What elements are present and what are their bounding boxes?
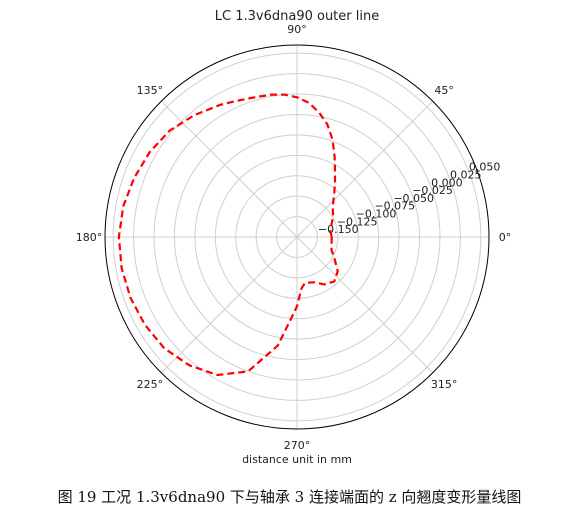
angle-tick-label: 45° bbox=[434, 84, 454, 97]
radial-tick-label: −0.125 bbox=[337, 215, 378, 228]
series-layer bbox=[117, 93, 339, 377]
radial-tick-label: −0.050 bbox=[393, 192, 434, 205]
angular-gridline bbox=[296, 100, 434, 238]
radial-tick-label: 0.050 bbox=[469, 161, 501, 174]
radial-tick-label: −0.100 bbox=[356, 208, 397, 221]
angle-tick-label: 180° bbox=[76, 231, 103, 244]
angular-gridline bbox=[160, 100, 298, 238]
polar-frame bbox=[104, 44, 490, 430]
angle-tick-label: 0° bbox=[499, 231, 512, 244]
angle-tick-label: 315° bbox=[431, 378, 458, 391]
radial-tick-label: −0.025 bbox=[412, 184, 453, 197]
series-line bbox=[117, 93, 339, 377]
angular-gridline bbox=[296, 236, 434, 374]
radial-tick-label: −0.150 bbox=[318, 223, 359, 236]
polar-chart: LC 1.3v6dna90 outer line 0° 45° 90° 135° 180… bbox=[76, 9, 512, 466]
angle-tick-label: 225° bbox=[137, 378, 164, 391]
figure-caption: 图 19 工况 1.3v6dna90 下与轴承 3 连接端面的 z 向翘度变形量… bbox=[57, 488, 522, 506]
angular-gridline bbox=[160, 236, 298, 374]
radial-tick-label: −0.075 bbox=[374, 200, 415, 213]
angle-tick-label: 270° bbox=[284, 439, 311, 452]
chart-title: LC 1.3v6dna90 outer line bbox=[215, 9, 379, 24]
polar-grid bbox=[105, 45, 489, 429]
x-axis-label: distance unit in mm bbox=[242, 453, 352, 466]
angle-tick-labels: 0° 45° 90° 135° 180° 225° 270° 315° bbox=[76, 23, 512, 452]
radial-tick-label: 0.000 bbox=[431, 176, 463, 189]
angle-tick-label: 135° bbox=[137, 84, 164, 97]
radial-tick-labels: −0.150−0.125−0.100−0.075−0.050−0.0250.00… bbox=[318, 161, 500, 237]
radial-tick-label: 0.025 bbox=[450, 168, 482, 181]
angle-tick-label: 90° bbox=[287, 23, 307, 36]
